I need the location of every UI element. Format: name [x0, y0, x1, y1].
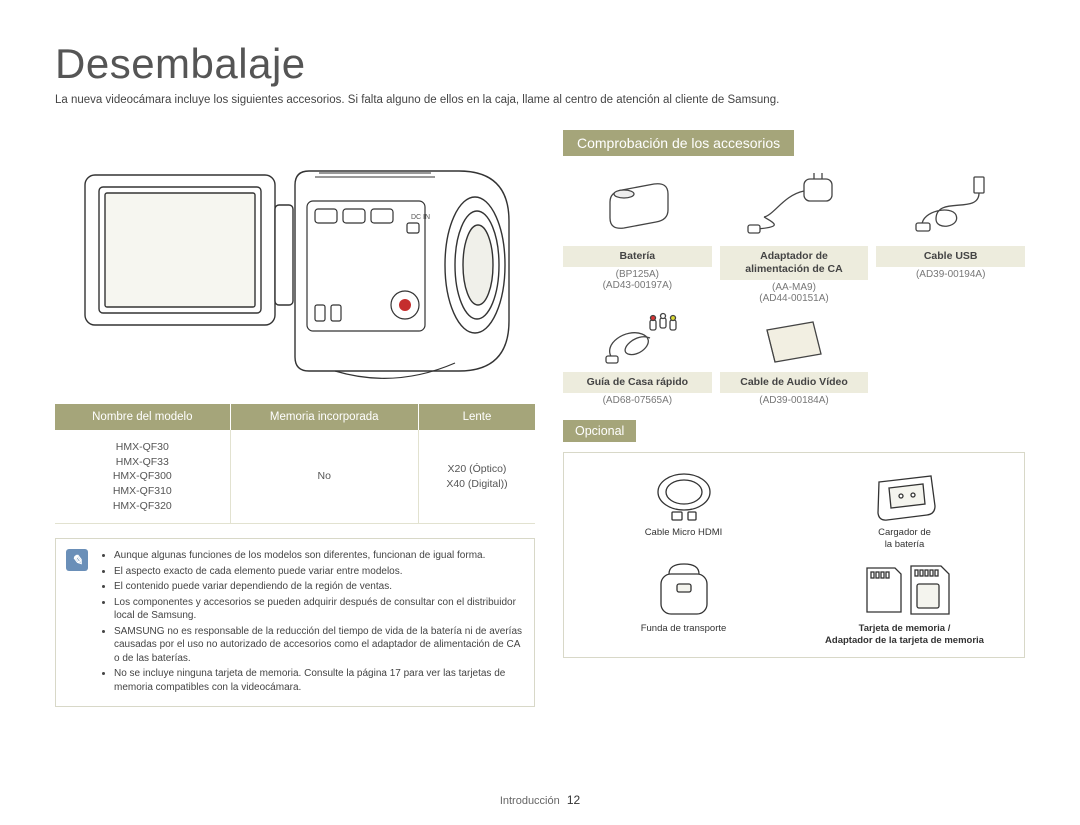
svg-text:DC IN: DC IN	[411, 214, 430, 221]
opt-label: Funda de transporte	[578, 623, 789, 635]
note-item: El contenido puede variar dependiendo de…	[114, 580, 522, 594]
acc-ac-adapter: Adaptador de alimentación de CA (AA-MA9)…	[720, 166, 869, 304]
acc-usb-cable: Cable USB (AD39-00194A)	[876, 166, 1025, 304]
page-title: Desembalaje	[55, 40, 1025, 88]
accessories-heading: Comprobación de los accesorios	[563, 130, 794, 156]
th-memory: Memoria incorporada	[230, 404, 418, 430]
acc-code: (AD39-00184A)	[720, 395, 869, 406]
opt-label: Tarjeta de memoria / Adaptador de la tar…	[799, 623, 1010, 647]
quick-guide-icon	[720, 312, 869, 370]
camcorder-icon: DC IN	[75, 145, 515, 375]
acc-label: Guía de Casa rápido	[563, 372, 712, 393]
notes-box: ✎ Aunque algunas funciones de los modelo…	[55, 538, 535, 707]
opt-battery-charger: Cargador de la batería	[799, 461, 1010, 551]
battery-charger-icon	[799, 461, 1010, 527]
th-model: Nombre del modelo	[55, 404, 230, 430]
acc-code: (AA-MA9) (AD44-00151A)	[720, 282, 869, 304]
acc-label: Cable USB	[876, 246, 1025, 267]
accessories-row-1: Batería (BP125A) (AD43-00197A) Adaptador…	[563, 166, 1025, 304]
battery-icon	[563, 166, 712, 244]
section-label: Introducción	[500, 795, 560, 807]
model-table: Nombre del modelo Memoria incorporada Le…	[55, 404, 535, 524]
acc-code: (BP125A) (AD43-00197A)	[563, 269, 712, 291]
th-lens: Lente	[418, 404, 535, 430]
acc-label: Batería	[563, 246, 712, 267]
micro-hdmi-icon	[578, 461, 789, 527]
note-item: No se incluye ninguna tarjeta de memoria…	[114, 667, 522, 694]
acc-label: Cable de Audio Vídeo	[720, 372, 869, 393]
optional-heading: Opcional	[563, 420, 636, 442]
opt-micro-hdmi: Cable Micro HDMI	[578, 461, 789, 551]
notes-list: Aunque algunas funciones de los modelos …	[100, 549, 522, 694]
opt-memory-card: Tarjeta de memoria / Adaptador de la tar…	[799, 557, 1010, 647]
opt-label: Cargador de la batería	[799, 527, 1010, 551]
acc-quick-guide: Guía de Casa rápido (AD68-07565A)	[563, 312, 712, 406]
page-number: 12	[567, 793, 580, 807]
usb-cable-icon	[876, 166, 1025, 244]
opt-carrying-case: Funda de transporte	[578, 557, 789, 647]
td-models: HMX-QF30 HMX-QF33 HMX-QF300 HMX-QF310 HM…	[55, 430, 230, 524]
note-item: SAMSUNG no es responsable de la reducció…	[114, 625, 522, 666]
left-column: DC IN Nombre del modelo Memoria incorpor…	[55, 130, 535, 707]
memory-card-icon	[799, 557, 1010, 623]
page-footer: Introducción 12	[0, 793, 1080, 807]
accessories-row-2: Guía de Casa rápido (AD68-07565A) Cable …	[563, 312, 1025, 406]
camcorder-illustration: DC IN	[55, 130, 535, 390]
ac-adapter-icon	[720, 166, 869, 244]
two-column-layout: DC IN Nombre del modelo Memoria incorpor…	[55, 130, 1025, 707]
av-cable-icon	[563, 312, 712, 370]
right-column: Comprobación de los accesorios Batería (…	[563, 130, 1025, 707]
acc-code: (AD68-07565A)	[563, 395, 712, 406]
note-icon: ✎	[66, 549, 88, 571]
td-lens: X20 (Óptico) X40 (Digital))	[418, 430, 535, 524]
case-icon	[578, 557, 789, 623]
note-item: Los componentes y accesorios se pueden a…	[114, 596, 522, 623]
optional-box: Cable Micro HDMI Cargador de la batería …	[563, 452, 1025, 658]
acc-code: (AD39-00194A)	[876, 269, 1025, 280]
acc-label: Adaptador de alimentación de CA	[720, 246, 869, 280]
note-item: Aunque algunas funciones de los modelos …	[114, 549, 522, 563]
note-item: El aspecto exacto de cada elemento puede…	[114, 565, 522, 579]
opt-label: Cable Micro HDMI	[578, 527, 789, 539]
td-memory: No	[230, 430, 418, 524]
acc-battery: Batería (BP125A) (AD43-00197A)	[563, 166, 712, 304]
intro-text: La nueva videocámara incluye los siguien…	[55, 94, 1025, 106]
acc-av-cable: Cable de Audio Vídeo (AD39-00184A)	[720, 312, 869, 406]
